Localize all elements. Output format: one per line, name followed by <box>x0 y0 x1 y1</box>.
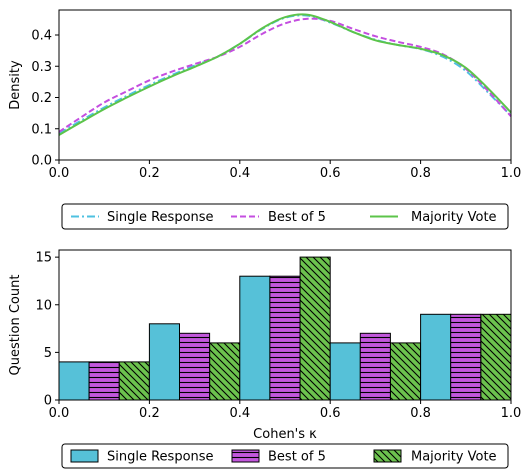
legend-label: Best of 5 <box>268 450 326 465</box>
bar-majority-vote-bin-4 <box>480 313 512 401</box>
bar-best-of-5-bin-2 <box>269 275 301 401</box>
legend-label: Single Response <box>107 210 214 225</box>
histogram-x-tick-label: 0.6 <box>320 406 341 421</box>
histogram-y-tick-label: 5 <box>44 346 52 361</box>
legend-item-best-of-5: Best of 5 <box>231 449 326 465</box>
density-x-tick-label: 0.6 <box>320 166 341 181</box>
legend-label: Single Response <box>107 450 214 465</box>
density-y-tick-label: 0.3 <box>31 60 52 75</box>
density-legend: Single Response Best of 5 Majority Vote <box>61 203 509 230</box>
legend-item-best-of-5: Best of 5 <box>231 210 326 225</box>
legend-label: Majority Vote <box>411 210 497 225</box>
histogram-x-tick-label: 0.8 <box>410 406 431 421</box>
histogram-x-tick-label: 1.0 <box>501 406 522 421</box>
density-panel: 0.0 0.2 0.4 0.6 0.8 1.0 0.0 0.1 0.2 0.3 0.4 Densit… <box>8 9 521 182</box>
bar-single-response-bin-2 <box>239 275 271 401</box>
bar-best-of-5-bin-0 <box>88 361 120 401</box>
histogram-y-tick-label: 15 <box>35 251 52 266</box>
density-line-majority-vote <box>58 13 512 136</box>
bar-majority-vote-bin-3 <box>390 342 422 401</box>
histogram-x-tick-label: 0.0 <box>49 406 70 421</box>
bar-majority-vote-bin-1 <box>209 342 241 401</box>
histogram-x-tick-label: 0.4 <box>229 406 250 421</box>
bar-single-response-bin-4 <box>420 313 452 401</box>
density-line-single-response <box>58 14 512 135</box>
legend-item-single-response: Single Response <box>71 210 214 225</box>
bar-single-response-bin-0 <box>58 361 90 401</box>
density-x-tick-label: 0.2 <box>139 166 160 181</box>
bar-single-response-bin-1 <box>148 323 180 401</box>
legend-patch-swatch <box>231 449 260 463</box>
histogram-x-tick-label: 0.2 <box>139 406 160 421</box>
density-y-tick-label: 0.0 <box>31 154 52 169</box>
bar-best-of-5-bin-1 <box>179 332 211 401</box>
legend-item-majority-vote: Majority Vote <box>370 210 497 225</box>
density-x-tick-label: 0.4 <box>229 166 250 181</box>
density-lines <box>58 13 512 136</box>
histogram-axes-ticks: 0.0 0.2 0.4 0.6 0.8 1.0 0 5 10 15 <box>35 251 521 421</box>
bar-majority-vote-bin-0 <box>118 361 150 401</box>
legend-label: Best of 5 <box>268 210 326 225</box>
density-x-tick-label: 0.0 <box>49 166 70 181</box>
bar-majority-vote-bin-2 <box>299 256 331 401</box>
bar-best-of-5-bin-4 <box>450 313 482 401</box>
legend-item-single-response: Single Response <box>70 449 214 465</box>
bar-single-response-bin-3 <box>329 342 361 401</box>
density-legend-frame <box>61 203 509 230</box>
histogram-axes-frame <box>58 249 512 401</box>
legend-patch-swatch <box>70 449 99 463</box>
density-y-tick-label: 0.1 <box>31 122 52 137</box>
density-line-best-of-5 <box>58 17 512 133</box>
density-y-axis-label: Density <box>8 60 23 110</box>
density-x-tick-label: 0.8 <box>410 166 431 181</box>
histogram-y-tick-label: 0 <box>44 394 52 409</box>
density-axes-frame <box>58 9 512 161</box>
histogram-legend: Single Response Best of 5 Majority Vote <box>61 443 509 469</box>
density-y-tick-label: 0.2 <box>31 91 52 106</box>
histogram-y-tick-label: 10 <box>35 298 52 313</box>
histogram-bars <box>58 256 512 401</box>
histogram-y-axis-label: Question Count <box>8 275 23 376</box>
density-axes-ticks: 0.0 0.2 0.4 0.6 0.8 1.0 0.0 0.1 0.2 0.3 0.4 <box>31 29 521 182</box>
density-y-tick-label: 0.4 <box>31 29 52 44</box>
legend-patch-swatch <box>373 449 402 463</box>
legend-label: Majority Vote <box>411 450 497 465</box>
bar-best-of-5-bin-3 <box>359 332 391 401</box>
histogram-x-axis-label: Cohen's κ <box>253 427 317 442</box>
legend-item-majority-vote: Majority Vote <box>373 449 497 465</box>
density-x-tick-label: 1.0 <box>501 166 522 181</box>
